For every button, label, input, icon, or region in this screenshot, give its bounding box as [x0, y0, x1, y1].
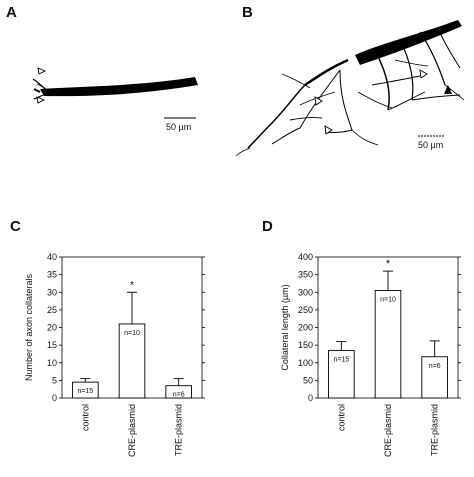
- y-tick-label: 250: [298, 305, 313, 315]
- category-label: control: [80, 404, 90, 431]
- y-tick-label: 400: [298, 252, 313, 262]
- y-tick-label: 50: [303, 375, 313, 385]
- open-arrowhead: [36, 96, 46, 104]
- y-axis-label: Collateral length (µm): [280, 284, 290, 370]
- scale-label-b: 50 µm: [418, 140, 444, 150]
- y-axis-label: Number of axon collaterals: [24, 273, 34, 381]
- plot-frame: [317, 256, 459, 399]
- plot-frame: [61, 256, 203, 399]
- open-arrowhead: [37, 67, 47, 75]
- significance-star: *: [386, 258, 391, 270]
- y-tick-label: 200: [298, 323, 313, 333]
- y-tick-label: 25: [47, 305, 57, 315]
- bar: [328, 349, 355, 399]
- y-tick-label: 20: [47, 323, 57, 333]
- panel-d-letter: D: [262, 218, 273, 235]
- category-label: control: [336, 404, 346, 431]
- open-arrowhead: [419, 69, 428, 79]
- panel-c-letter: C: [10, 218, 21, 235]
- axon-shaft-b: [355, 20, 462, 65]
- y-tick-label: 150: [298, 340, 313, 350]
- y-tick-label: 100: [298, 358, 313, 368]
- n-label: n=15: [333, 356, 349, 363]
- bar: [374, 290, 402, 399]
- y-tick-label: 0: [308, 393, 313, 403]
- y-tick-label: 5: [52, 375, 57, 385]
- y-tick-label: 40: [47, 252, 57, 262]
- n-label: n=6: [429, 363, 441, 370]
- open-arrowhead: [314, 96, 323, 106]
- panel-b-letter: B: [242, 4, 253, 21]
- category-label: TRE-plasmid: [430, 404, 440, 456]
- bar: [421, 356, 448, 399]
- scale-label-a: 50 µm: [166, 122, 192, 132]
- category-label: TRE-plasmid: [174, 404, 184, 456]
- y-tick-label: 35: [47, 270, 57, 280]
- category-label: CRE-plasmid: [127, 404, 137, 457]
- y-tick-label: 30: [47, 287, 57, 297]
- y-tick-label: 15: [47, 340, 57, 350]
- y-tick-label: 350: [298, 270, 313, 280]
- filled-arrowhead: [444, 85, 452, 94]
- bar: [72, 381, 99, 399]
- y-tick-label: 10: [47, 358, 57, 368]
- y-tick-label: 300: [298, 287, 313, 297]
- bar: [165, 385, 192, 399]
- category-label: CRE-plasmid: [383, 404, 393, 457]
- n-label: n=15: [77, 388, 93, 395]
- n-label: n=10: [124, 330, 140, 337]
- open-arrowhead: [324, 125, 333, 135]
- significance-star: *: [130, 279, 135, 291]
- n-label: n=10: [380, 296, 396, 303]
- axon-shaft: [40, 77, 198, 97]
- y-tick-label: 0: [52, 393, 57, 403]
- n-label: n=6: [173, 392, 185, 399]
- bar: [118, 323, 146, 399]
- panel-a-letter: A: [6, 4, 17, 21]
